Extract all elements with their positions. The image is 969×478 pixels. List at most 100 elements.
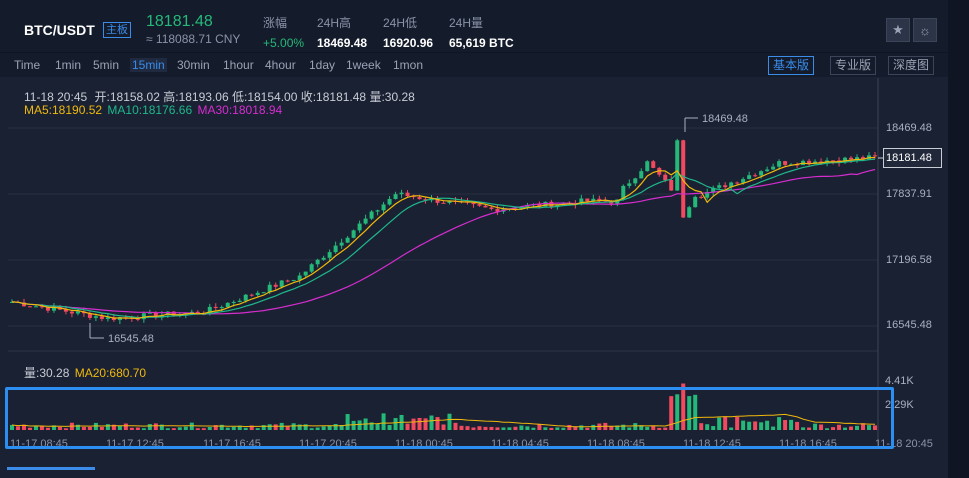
ohlc-info: 11-18 20:45 开:18158.02 高:18193.06 低:1815… — [24, 88, 415, 105]
timeframe-1hour[interactable]: 1hour — [223, 58, 254, 72]
timeframe-1week[interactable]: 1week — [346, 58, 381, 72]
candle-body — [663, 174, 668, 181]
candle-body — [375, 210, 380, 212]
volume-ma-line — [11, 413, 876, 428]
candle-body — [675, 140, 680, 191]
candle-body — [741, 178, 746, 183]
volume-bar — [483, 426, 488, 430]
high-price-label: 18469.48 — [702, 113, 748, 125]
candle-body — [627, 183, 632, 186]
volume-bar — [837, 424, 842, 430]
volume-bar — [225, 427, 230, 430]
candle-body — [735, 182, 740, 184]
depth-chart-button[interactable]: 深度图 — [888, 56, 935, 75]
candle-body — [117, 317, 122, 321]
candle-body — [855, 157, 860, 160]
volume-bar — [207, 427, 212, 430]
stat-24h-low: 24H低 16920.96 — [383, 14, 433, 50]
stat-value: 18469.48 — [317, 36, 368, 50]
pair-name[interactable]: BTC/USDT — [24, 22, 95, 38]
candle-body — [105, 317, 110, 319]
volume-bar — [477, 426, 482, 430]
volume-bar — [681, 383, 686, 430]
candle-body — [63, 309, 68, 312]
timeframe-1min[interactable]: 1min — [55, 58, 82, 72]
ma5-value: MA5:18190.52 — [24, 103, 103, 117]
candle-body — [225, 302, 230, 308]
candle-body — [711, 187, 716, 193]
volume-bar — [327, 425, 332, 430]
timeframe-15min[interactable]: 15min — [130, 58, 167, 72]
volume-bar — [459, 425, 464, 430]
pro-view-button[interactable]: 专业版 — [830, 56, 877, 75]
timeframe-30min[interactable]: 30min — [177, 58, 210, 72]
volume-bar — [627, 427, 632, 430]
candle-body — [387, 198, 392, 205]
volume-bar — [651, 425, 656, 430]
theme-toggle-button[interactable]: ☼ — [913, 18, 937, 42]
timeframe-5min[interactable]: 5min — [93, 58, 120, 72]
volume-bar — [87, 426, 92, 430]
volume-bar — [729, 427, 734, 430]
volume-bar — [147, 424, 152, 430]
candle-body — [381, 204, 386, 211]
timeframe-time[interactable]: Time — [14, 58, 41, 72]
volume-bar — [495, 427, 500, 430]
candle-body — [39, 306, 44, 308]
candle-body — [681, 140, 686, 218]
volume-bar — [519, 425, 524, 430]
volume-bar — [531, 427, 536, 430]
candle-body — [639, 171, 644, 179]
volume-bar — [195, 428, 200, 430]
candle-body — [807, 160, 812, 164]
timeframe-4hour[interactable]: 4hour — [265, 58, 296, 72]
volume-bar — [585, 427, 590, 430]
kline-chart[interactable]: 18469.48 16545.48 — [0, 78, 948, 478]
volume-bar — [423, 418, 428, 430]
volume-bar — [447, 413, 452, 430]
volume-bar — [873, 425, 877, 430]
candle-body — [333, 245, 338, 253]
volume-bar — [543, 427, 548, 430]
favorite-button[interactable]: ★ — [886, 18, 910, 42]
volume-bar — [243, 427, 248, 430]
basic-view-button[interactable]: 基本版 — [768, 56, 815, 75]
ma-info: MA5:18190.52 MA10:18176.66 MA30:18018.94 — [24, 103, 282, 117]
kline-canvas[interactable]: 18469.48 16545.48 — [0, 78, 948, 478]
candle-body — [27, 306, 32, 308]
volume-bar — [693, 394, 698, 430]
volume-bar — [171, 428, 176, 430]
candle-body — [705, 192, 710, 198]
volume-bar — [705, 424, 710, 430]
candles — [10, 138, 877, 325]
price-cny: ≈ 118088.71 CNY — [146, 32, 241, 46]
current-price-tag: 18181.48 — [883, 148, 942, 168]
candle-body — [525, 205, 530, 208]
volume-bar — [735, 416, 740, 430]
volume-bar — [489, 426, 494, 430]
timeframe-1day[interactable]: 1day — [309, 58, 336, 72]
candle-body — [21, 302, 26, 307]
candle-body — [591, 198, 596, 202]
volume-bar — [825, 428, 830, 430]
candle-body — [687, 207, 692, 218]
volume-bar — [561, 427, 566, 430]
stat-label: 24H量 — [449, 16, 484, 30]
volume-bar — [51, 425, 56, 430]
candle-body — [273, 284, 278, 287]
candle-body — [849, 157, 854, 160]
volume-bar — [717, 417, 722, 430]
volume-bar — [10, 424, 14, 430]
volume-bar — [219, 424, 224, 430]
volume-bar — [351, 420, 356, 430]
chart-scrollbar[interactable] — [7, 467, 95, 470]
volume-bar — [255, 428, 260, 430]
volume-bar — [273, 424, 278, 430]
volume-bar — [21, 424, 26, 430]
board-badge: 主板 — [103, 22, 131, 38]
candle-body — [723, 185, 728, 188]
sun-icon: ☼ — [919, 22, 931, 38]
volume-bar — [93, 422, 98, 430]
stat-change: 涨幅 +5.00% — [263, 14, 304, 50]
timeframe-1mon[interactable]: 1mon — [393, 58, 424, 72]
